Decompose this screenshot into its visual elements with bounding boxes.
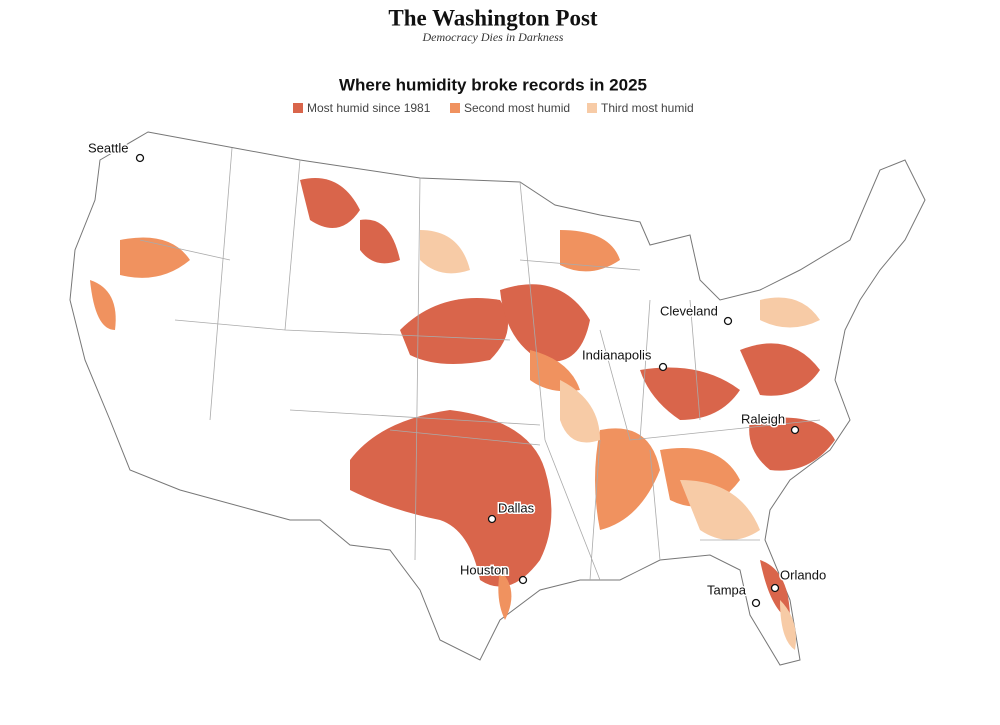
humidity-area [90, 280, 116, 330]
city-marker [790, 425, 800, 435]
tagline: Democracy Dies in Darkness [422, 30, 564, 44]
city-label: Cleveland [660, 303, 718, 318]
humidity-area [350, 410, 552, 587]
map-title: Where humidity broke records in 2025 [339, 75, 647, 94]
humidity-area [498, 570, 512, 620]
legend-swatch [450, 103, 460, 113]
humidity-area [780, 600, 796, 650]
city-label: Raleigh [741, 411, 785, 426]
legend-label: Second most humid [464, 101, 570, 115]
humidity-area [530, 350, 580, 392]
state-borders [139, 147, 821, 581]
legend: Most humid since 1981 Second most humid Th… [293, 101, 694, 115]
city-label: Indianapolis [582, 347, 652, 362]
legend-swatch [293, 103, 303, 113]
city-marker [518, 575, 528, 585]
city-label: Tampa [707, 582, 747, 597]
legend-swatch [587, 103, 597, 113]
city-label: Houston [460, 562, 508, 577]
humidity-area [595, 428, 660, 530]
humidity-area [360, 219, 400, 264]
city-label: Dallas [498, 500, 535, 515]
city-marker [487, 514, 497, 524]
humidity-areas [90, 178, 835, 650]
humidity-area [760, 297, 820, 328]
humidity-area [560, 230, 620, 272]
city-marker [770, 583, 780, 593]
city-marker [751, 598, 761, 608]
humidity-area [680, 480, 760, 540]
masthead: The Washington Post [388, 5, 598, 30]
humidity-area [560, 380, 600, 443]
city-label: Seattle [88, 140, 128, 155]
humidity-area [420, 230, 470, 274]
humidity-area [400, 298, 508, 364]
humidity-area [740, 343, 820, 396]
humidity-area [500, 284, 590, 362]
us-map [69, 131, 926, 666]
humidity-area [640, 367, 740, 420]
city-marker [658, 362, 668, 372]
cities: Seattle Cleveland Indianapolis Raleigh Dalla… [87, 139, 828, 608]
legend-label: Third most humid [601, 101, 694, 115]
humidity-area [300, 178, 360, 228]
legend-label: Most humid since 1981 [307, 101, 431, 115]
city-label: Orlando [780, 567, 826, 582]
city-marker [135, 153, 145, 163]
humidity-area [749, 417, 835, 471]
city-marker [723, 316, 733, 326]
